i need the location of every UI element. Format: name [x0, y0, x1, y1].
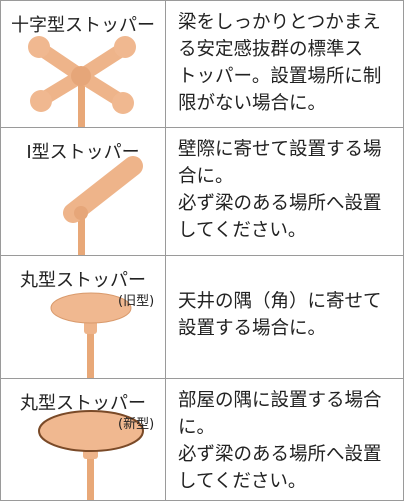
i-stopper-image — [63, 156, 143, 256]
description-line: してください。 — [178, 220, 307, 241]
description-line: 設置する場合に。 — [178, 318, 327, 339]
description-line: る安定感抜群の標準ス — [178, 39, 364, 60]
description: 天井の隅（角）に寄せて 設置する場合に。 — [178, 288, 382, 342]
title: 丸型ストッパー — [20, 270, 146, 291]
description-line: 部屋の隅に設置する場合 — [178, 390, 382, 411]
note: (新型) — [118, 417, 155, 432]
cell: 丸型ストッパー (新型) — [1, 379, 166, 500]
description-line: 梁をしっかりとつかまえ — [178, 12, 381, 33]
cell: I型ストッパー — [1, 128, 166, 256]
description-line: 限がない場合に。 — [178, 93, 327, 114]
title: 丸型ストッパー — [20, 393, 146, 414]
row: 十字型ストッパー 梁をしっかりとつかまえ る安定感抜群の標準ス トッパー。設置場所に… — [0, 0, 404, 128]
description-line: 壁際に寄せて設置する場 — [178, 139, 382, 160]
title: 十字型ストッパー — [11, 15, 155, 36]
description-line: 天井の隅（角）に寄せて — [178, 291, 382, 312]
description-line: 必ず梁のある場所へ設置 — [178, 444, 382, 465]
cell: 丸型ストッパー (旧型) — [1, 256, 166, 379]
description-line: 必ず梁のある場所へ設置 — [178, 193, 382, 214]
description-line: に。 — [178, 417, 216, 438]
row: 丸型ストッパー (新型) 部屋の隅に設置する場合 に。必ず梁のある場所へ設置 してく… — [0, 378, 404, 501]
description: 壁際に寄せて設置する場 合に。必ず梁のある場所へ設置 してください。 — [178, 136, 382, 244]
row: I型ストッパー 壁際に寄せて設置する場 合に。必ず梁のある場所へ設置 してください。 — [0, 127, 404, 256]
cross-stopper-image — [28, 36, 136, 128]
title: I型ストッパー — [26, 142, 140, 163]
description: 梁をしっかりとつかまえ る安定感抜群の標準ス トッパー。設置場所に制 限がない場合に。 — [178, 9, 381, 117]
cell: 十字型ストッパー — [1, 1, 166, 128]
description-line: してください。 — [178, 471, 307, 492]
row: 丸型ストッパー (旧型) 天井の隅（角）に寄せて 設置する場合に。 — [0, 255, 404, 379]
description: 部屋の隅に設置する場合 に。必ず梁のある場所へ設置 してください。 — [178, 387, 382, 495]
description-line: 合に。 — [178, 166, 234, 187]
description-line: トッパー。設置場所に制 — [178, 66, 382, 87]
round-stopper-old-image — [50, 292, 132, 379]
note: (旧型) — [118, 294, 155, 309]
round-stopper-new-image — [38, 410, 144, 500]
